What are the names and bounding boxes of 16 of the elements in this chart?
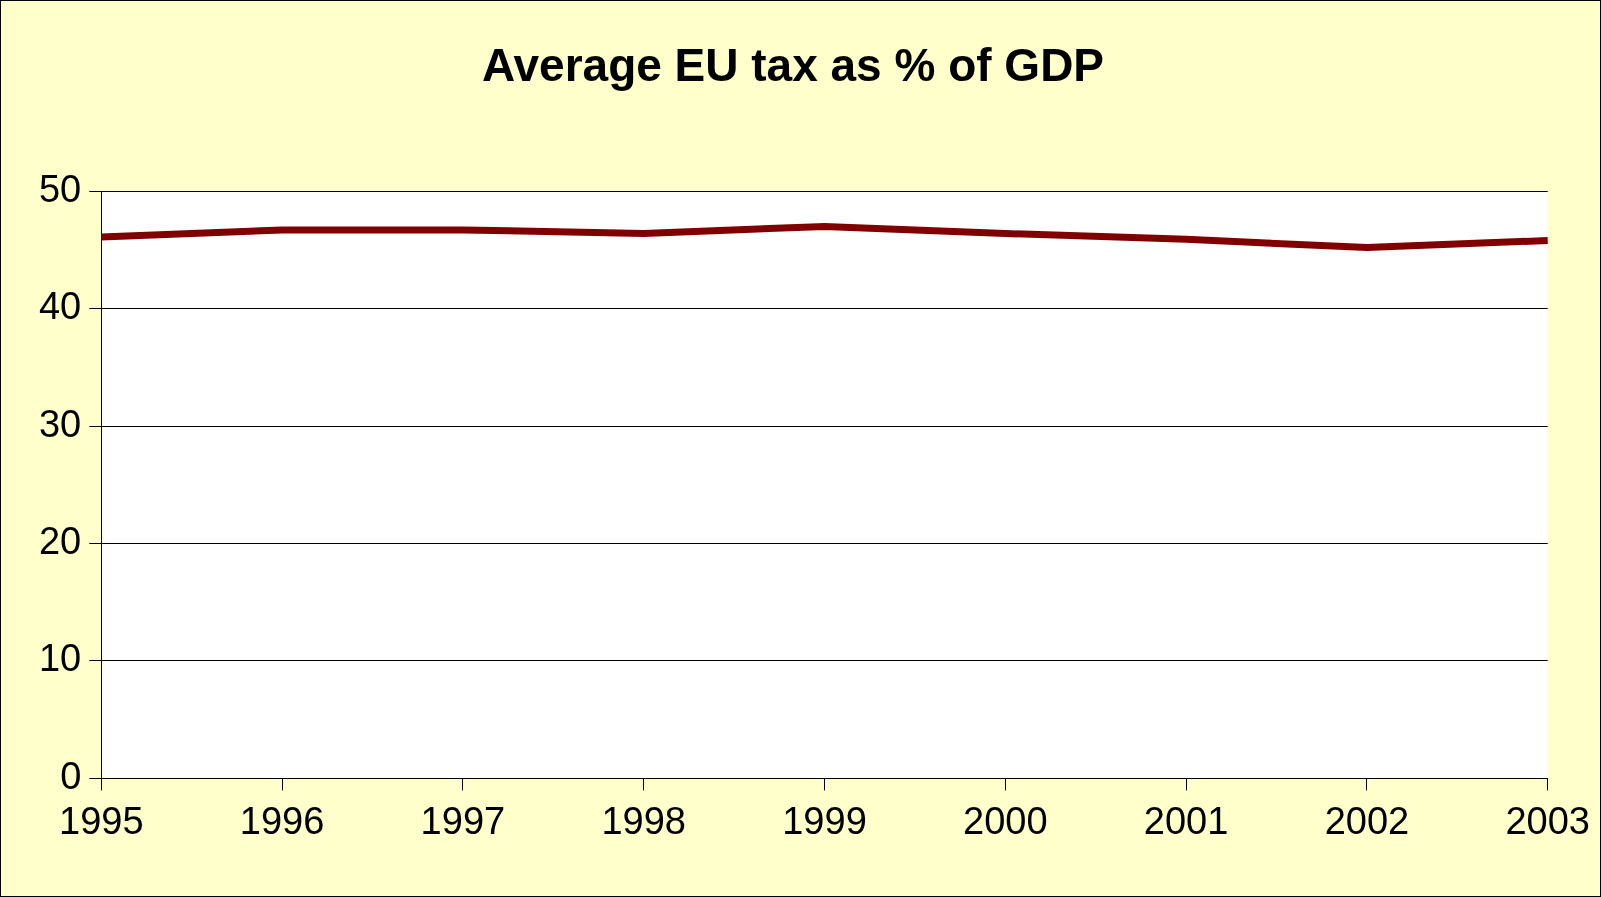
x-tick-label: 1997	[420, 799, 506, 842]
y-tick-label: 10	[38, 637, 82, 680]
y-tick-label: 50	[38, 167, 82, 210]
y-tick-label: 20	[38, 520, 82, 562]
y-tick-label: 40	[38, 285, 82, 328]
x-tick-label: 2002	[1324, 799, 1410, 842]
x-tick-label: 1996	[239, 799, 325, 842]
y-tick-label: 30	[38, 402, 82, 445]
x-tick-label: 1995	[58, 799, 144, 842]
chart-title: Average EU tax as % of GDP	[481, 39, 1105, 92]
x-tick-label: 1999	[782, 799, 867, 842]
x-tick-label: 2003	[1505, 799, 1591, 842]
y-tick-label: 0	[60, 754, 82, 797]
x-tick-label: 1998	[601, 799, 686, 842]
x-tick-label: 2000	[963, 799, 1048, 842]
x-tick-label: 2001	[1143, 799, 1229, 842]
